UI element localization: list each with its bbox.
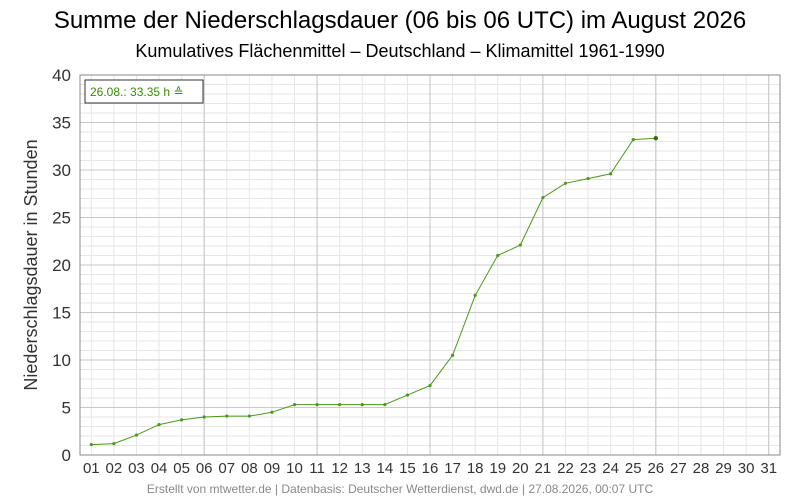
x-tick-label: 16 (422, 460, 439, 477)
x-tick-label: 05 (173, 460, 190, 477)
data-point (496, 253, 500, 258)
data-point (541, 195, 545, 200)
x-tick-labels: 01 02 03 04 05 06 07 08 09 10 11 12 13 14 15 16 17 18 19 20… (83, 460, 777, 477)
y-tick-label: 30 (52, 161, 71, 180)
x-tick-label: 28 (693, 460, 710, 477)
y-tick-label: 0 (62, 446, 71, 465)
data-point (631, 138, 635, 142)
x-tick-label: 15 (399, 460, 416, 477)
x-tick-label: 06 (196, 460, 213, 477)
x-tick-label: 10 (286, 460, 303, 477)
x-tick-label: 02 (106, 460, 123, 477)
annotation-text: 26.08.: 33.35 h ≙ (90, 85, 183, 99)
data-point (518, 243, 522, 247)
y-tick-labels: 0 5 10 15 20 25 30 35 40 (52, 66, 71, 465)
x-tick-label: 21 (535, 460, 552, 477)
x-tick-label: 25 (625, 460, 642, 477)
x-tick-label: 14 (376, 460, 393, 477)
x-tick-label: 20 (512, 460, 529, 477)
annotation-frame (84, 79, 204, 104)
credit-line: Erstellt von mtwetter.de | Datenbasis: D… (147, 482, 654, 496)
data-point (609, 172, 613, 176)
x-tick-label: 31 (760, 460, 777, 477)
chart-subtitle: Kumulatives Flächenmittel – Deutschland … (135, 41, 664, 61)
y-tick-label: 40 (52, 66, 71, 85)
x-tick-label: 18 (467, 460, 484, 477)
y-tick-label: 20 (52, 256, 71, 275)
data-point (315, 403, 319, 407)
y-tick-label: 15 (52, 304, 71, 323)
x-tick-label: 17 (444, 460, 461, 477)
data-point (360, 403, 364, 407)
data-point (89, 442, 93, 447)
x-tick-label: 30 (738, 460, 755, 477)
x-tick-label: 19 (489, 460, 506, 477)
data-point (450, 353, 455, 357)
data-point (563, 181, 568, 185)
y-tick-label: 25 (52, 209, 71, 228)
data-point (586, 176, 590, 181)
chart-title: Summe der Niederschlagsdauer (06 bis 06 … (54, 7, 746, 34)
x-tick-label: 29 (715, 460, 732, 477)
data-point (292, 403, 297, 407)
y-tick-label: 5 (62, 399, 71, 418)
x-tick-label: 23 (580, 460, 597, 477)
x-tick-label: 09 (264, 460, 281, 477)
data-point (247, 414, 251, 418)
y-axis-label: Niederschlagsdauer in Stunden (21, 139, 41, 390)
series-layer (89, 135, 659, 447)
data-point (202, 415, 206, 419)
data-point (428, 384, 432, 388)
data-point (338, 403, 342, 407)
y-tick-label: 35 (52, 114, 71, 133)
data-point (473, 293, 477, 297)
x-tick-label: 24 (602, 460, 619, 477)
x-tick-label: 22 (557, 460, 574, 477)
data-point (270, 410, 274, 414)
data-point (112, 442, 116, 446)
data-point (225, 414, 229, 418)
x-tick-label: 03 (128, 460, 145, 477)
x-tick-label: 11 (309, 460, 325, 477)
data-point (383, 403, 387, 407)
y-tick-label: 10 (52, 351, 71, 370)
x-tick-label: 04 (151, 460, 168, 477)
data-point (157, 423, 161, 427)
x-tick-label: 26 (647, 460, 664, 477)
series-line (91, 137, 656, 446)
data-point (405, 393, 410, 397)
x-tick-label: 07 (218, 460, 235, 477)
major-grid (80, 75, 780, 455)
x-tick-label: 27 (670, 460, 687, 477)
x-tick-label: 12 (331, 460, 348, 477)
data-point (653, 135, 659, 141)
data-point (134, 433, 139, 437)
data-point (180, 418, 184, 422)
x-tick-label: 13 (354, 460, 371, 477)
annotation-box: 26.08.: 33.35 h ≙ (84, 79, 204, 104)
x-tick-label: 08 (241, 460, 258, 477)
x-tick-label: 01 (83, 460, 100, 477)
plot-frame (79, 74, 781, 456)
